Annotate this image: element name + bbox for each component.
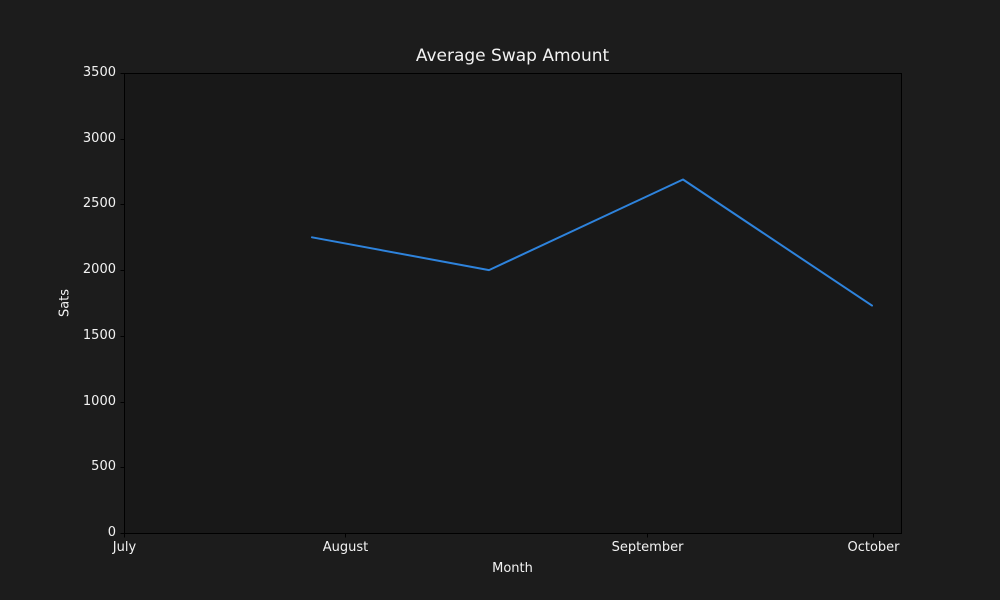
series-line [311,178,873,307]
y-axis-label: Sats [57,288,73,318]
x-axis-label: Month [492,561,533,576]
chart-title: Average Swap Amount [415,46,610,66]
plot-area [124,73,902,534]
